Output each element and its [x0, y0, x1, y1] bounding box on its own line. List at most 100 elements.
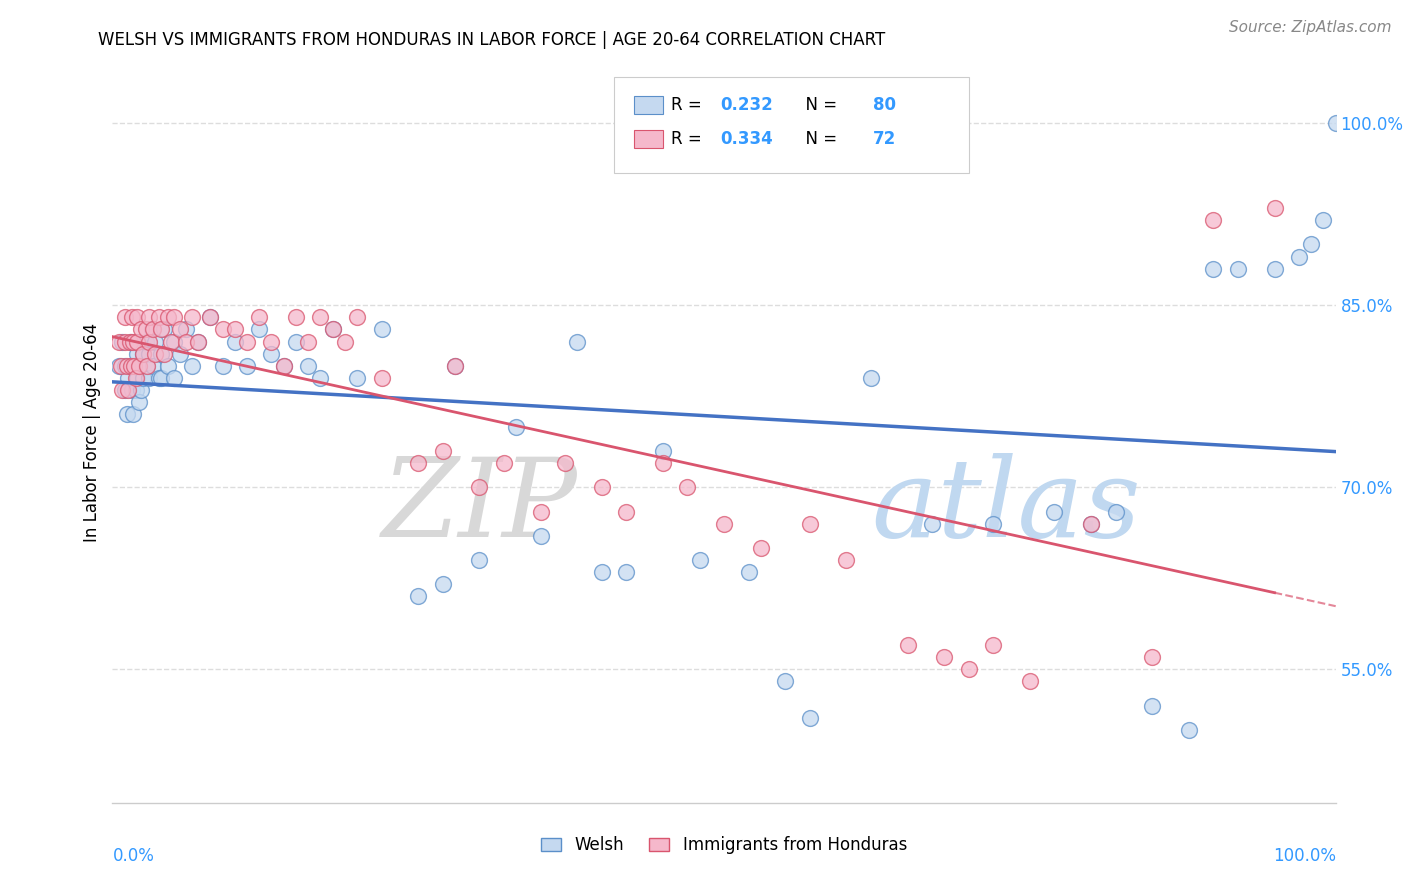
Point: [114, 334, 136, 349]
Point: [247, 322, 270, 336]
Point: [128, 359, 150, 373]
Point: [1202, 213, 1225, 227]
Point: [114, 383, 136, 397]
Text: 100.0%: 100.0%: [1272, 847, 1336, 865]
Point: [614, 565, 637, 579]
Point: [211, 359, 233, 373]
Text: 80: 80: [873, 95, 896, 113]
Point: [129, 322, 152, 336]
Text: ZIP: ZIP: [381, 453, 578, 560]
Point: [236, 359, 259, 373]
Y-axis label: In Labor Force | Age 20-64: In Labor Force | Age 20-64: [83, 323, 101, 542]
Point: [676, 480, 699, 494]
Point: [163, 334, 186, 349]
Point: [284, 334, 308, 349]
Point: [125, 371, 148, 385]
Point: [150, 371, 173, 385]
Point: [273, 359, 295, 373]
Point: [122, 408, 145, 422]
Point: [142, 322, 165, 336]
Point: [160, 334, 183, 349]
Point: [150, 322, 173, 336]
FancyBboxPatch shape: [634, 130, 664, 147]
Point: [114, 310, 136, 325]
Point: [981, 516, 1004, 531]
Point: [297, 334, 319, 349]
Point: [107, 359, 129, 373]
Point: [1312, 213, 1334, 227]
Point: [138, 347, 160, 361]
Point: [122, 334, 145, 349]
Point: [921, 516, 943, 531]
Point: [169, 322, 191, 336]
Point: [117, 383, 139, 397]
Point: [138, 334, 160, 349]
Point: [115, 408, 138, 422]
Point: [125, 383, 148, 397]
Text: N =: N =: [794, 95, 842, 113]
Point: [120, 334, 142, 349]
Point: [897, 638, 920, 652]
Point: [150, 347, 173, 361]
Point: [127, 334, 149, 349]
Point: [134, 334, 156, 349]
Point: [187, 334, 209, 349]
Point: [1324, 116, 1347, 130]
Point: [322, 322, 344, 336]
Point: [981, 638, 1004, 652]
Point: [135, 359, 157, 373]
Point: [125, 334, 148, 349]
Point: [117, 371, 139, 385]
Point: [799, 516, 821, 531]
Point: [799, 711, 821, 725]
Point: [260, 347, 283, 361]
Text: 0.334: 0.334: [720, 129, 773, 148]
Point: [142, 359, 165, 373]
Text: 72: 72: [873, 129, 897, 148]
Point: [132, 371, 155, 385]
Text: 0.0%: 0.0%: [112, 847, 155, 865]
Text: WELSH VS IMMIGRANTS FROM HONDURAS IN LABOR FORCE | AGE 20-64 CORRELATION CHART: WELSH VS IMMIGRANTS FROM HONDURAS IN LAB…: [98, 31, 886, 49]
Text: N =: N =: [794, 129, 842, 148]
Point: [120, 359, 142, 373]
Point: [247, 310, 270, 325]
Point: [333, 334, 356, 349]
Point: [652, 443, 675, 458]
Point: [135, 359, 157, 373]
Point: [1080, 516, 1102, 531]
Point: [224, 334, 246, 349]
Point: [110, 359, 132, 373]
Text: Source: ZipAtlas.com: Source: ZipAtlas.com: [1229, 20, 1392, 35]
Point: [432, 443, 454, 458]
Point: [1142, 650, 1164, 665]
Point: [273, 359, 295, 373]
Point: [1301, 237, 1323, 252]
Point: [153, 322, 176, 336]
Point: [1202, 261, 1225, 276]
Point: [444, 359, 467, 373]
Point: [138, 310, 160, 325]
Point: [652, 456, 675, 470]
Point: [432, 577, 454, 591]
Point: [1288, 250, 1310, 264]
Point: [174, 334, 197, 349]
Point: [148, 371, 170, 385]
Point: [138, 371, 160, 385]
Point: [1018, 674, 1040, 689]
Point: [1043, 504, 1066, 518]
Point: [260, 334, 283, 349]
Point: [1142, 698, 1164, 713]
Point: [156, 310, 179, 325]
Text: atlas: atlas: [870, 453, 1140, 560]
Point: [114, 359, 136, 373]
Point: [141, 322, 163, 336]
Point: [1264, 261, 1286, 276]
Point: [505, 419, 527, 434]
Point: [121, 310, 143, 325]
Point: [200, 310, 222, 325]
Point: [132, 347, 155, 361]
Point: [749, 541, 772, 555]
Point: [111, 334, 134, 349]
Point: [181, 310, 204, 325]
Point: [1264, 201, 1286, 215]
